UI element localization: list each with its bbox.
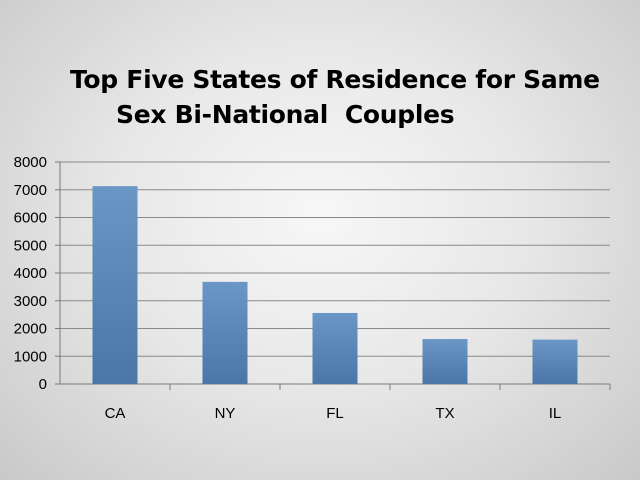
y-tick-label-7000: 7000 (14, 182, 47, 199)
bar-FL (312, 312, 358, 384)
chart-title: Top Five States of Residence for Same Se… (0, 62, 640, 132)
bar-IL (532, 339, 578, 384)
y-tick-label-2000: 2000 (14, 321, 47, 338)
x-category-label-NY: NY (215, 405, 236, 422)
y-tick-label-3000: 3000 (14, 293, 47, 310)
x-category-label-FL: FL (326, 405, 344, 422)
y-tick-label-8000: 8000 (14, 154, 47, 171)
bar-TX (422, 339, 468, 384)
y-tick-label-1000: 1000 (14, 348, 47, 365)
x-category-label-TX: TX (435, 405, 454, 422)
x-category-labels: CA NY FL TX IL (105, 405, 562, 422)
x-category-label-IL: IL (549, 405, 562, 422)
y-tick-labels: 0 1000 2000 3000 4000 5000 6000 7000 8000 (14, 154, 47, 393)
x-category-label-CA: CA (105, 405, 126, 422)
chart-title-line-2: Sex Bi-National Couples (116, 100, 455, 129)
bar-CA (92, 186, 138, 384)
y-tick-label-4000: 4000 (14, 265, 47, 282)
chart-title-line-1: Top Five States of Residence for Same (70, 65, 600, 94)
bar-NY (202, 281, 248, 384)
y-tick-label-5000: 5000 (14, 237, 47, 254)
y-tick-label-0: 0 (39, 376, 47, 393)
bars (92, 186, 578, 384)
y-tick-label-6000: 6000 (14, 210, 47, 227)
